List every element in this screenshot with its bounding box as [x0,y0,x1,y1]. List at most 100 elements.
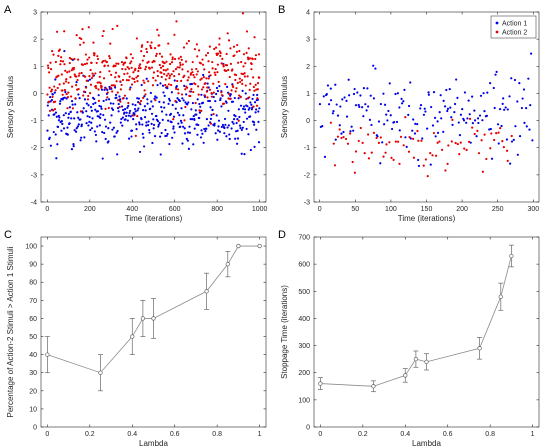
data-point [458,134,462,137]
panel-letter-c: C [4,229,12,241]
data-point [54,60,57,64]
data-point [225,52,228,56]
data-point [433,116,437,119]
data-point [247,47,250,50]
x-tick-label-b: 150 [421,206,433,213]
data-point [119,80,122,83]
data-point [161,84,165,87]
data-point [117,99,120,102]
data-point [246,105,249,108]
data-point [379,162,382,165]
data-point [103,131,106,135]
data-point [86,98,90,101]
data-point [46,93,49,96]
data-point [397,140,400,143]
data-point [52,130,55,134]
data-point [49,144,52,147]
data-point [59,59,62,63]
data-point [171,56,174,59]
data-point [398,129,401,132]
data-point [454,141,457,145]
data-point [165,113,168,116]
data-point [456,96,459,99]
panel-letter-b: B [278,4,285,16]
data-point [379,102,382,106]
data-point [376,135,379,138]
data-point [179,61,182,64]
data-point [200,129,203,132]
data-point [486,91,489,94]
y-tick-label-c: 10 [29,406,37,413]
data-point [71,85,74,88]
data-point [144,93,147,96]
data-point [336,135,340,138]
data-point [243,108,247,111]
data-point [219,51,222,55]
data-point [76,125,79,128]
data-point [137,100,140,104]
data-point [151,141,154,145]
data-point [349,130,352,133]
data-point [62,127,66,130]
data-point [87,124,90,127]
data-point [228,137,231,141]
data-point [105,60,109,64]
data-point [73,73,76,76]
data-point [123,108,127,111]
data-point [238,124,242,127]
data-point [130,129,134,132]
data-point [101,34,104,38]
data-point [54,100,57,103]
data-point [61,93,64,96]
data-point [94,133,98,137]
data-point [501,140,504,143]
data-point [351,160,354,164]
data-point [208,71,211,74]
y-tick-label-a: -3 [31,172,37,179]
data-point [58,116,61,119]
data-point [510,77,513,80]
data-point [353,87,356,91]
data-point [407,150,411,153]
data-point [76,58,80,61]
data-point [239,96,242,99]
data-point [64,112,67,115]
x-tick-label-a: 600 [169,206,181,213]
data-point [90,61,93,64]
data-point [227,109,230,112]
data-point [57,54,60,57]
data-point [155,114,158,118]
data-point [103,64,106,67]
data-point [172,125,175,128]
data-point [190,88,193,91]
data-point [177,92,180,95]
data-point [64,80,68,83]
y-tick-label-c: 20 [29,388,37,395]
data-point [241,126,244,129]
data-point [142,145,146,148]
data-point [150,112,154,115]
data-point [223,126,226,130]
data-point [76,111,79,114]
data-point [136,115,139,118]
data-point [92,41,95,44]
data-point [476,129,479,133]
data-point [81,63,84,66]
data-point [61,60,65,63]
data-point [97,99,100,102]
data-point [206,86,209,89]
data-point [136,109,139,112]
data-point [168,99,171,102]
data-point [129,115,132,118]
data-point [63,88,67,92]
data-point [98,75,101,78]
data-point [387,109,390,113]
data-point [449,106,452,109]
data-point [190,108,193,111]
data-point [506,159,509,162]
data-point [95,61,98,65]
data-point [52,53,55,56]
data-point [510,140,514,143]
data-point [372,64,375,67]
data-point [244,62,247,65]
